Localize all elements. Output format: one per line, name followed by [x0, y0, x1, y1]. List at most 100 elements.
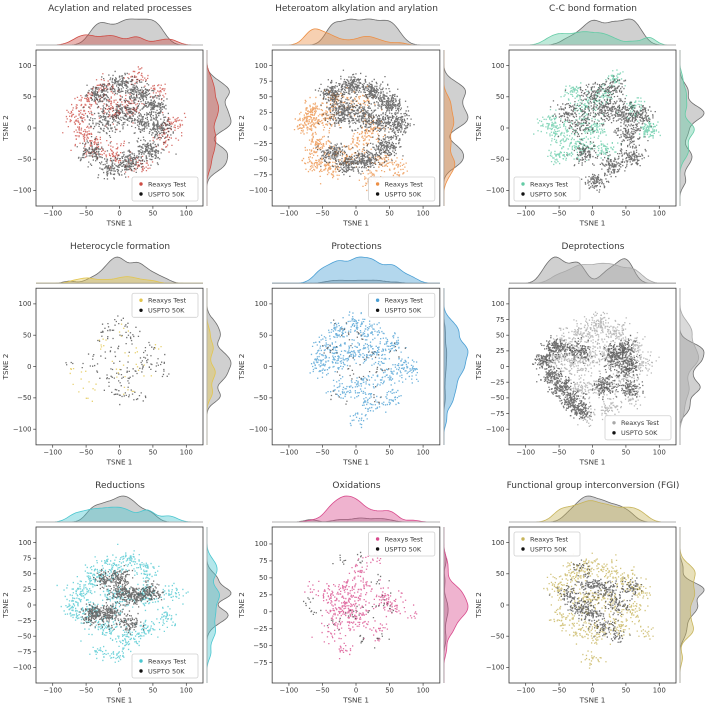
y-tick-label: −50 [17, 156, 31, 164]
x-tick-label: 50 [622, 210, 631, 218]
subplot-cell-deprotections: Deprotections −100 −50 0 50 100 −100 −75 −50 −25 0… [473, 238, 709, 477]
subplot-heteroatom-alkylation-and-arylation: Heteroatom alkylation and arylation−100−… [237, 4, 469, 227]
points-uspto-50k [532, 334, 644, 420]
x-tick-label: 50 [622, 448, 631, 456]
top-marginal-kde [509, 495, 676, 523]
x-tick-label: −100 [516, 210, 535, 218]
y-axis-label: TSNE 2 [474, 592, 483, 619]
y-axis-label: TSNE 2 [237, 592, 246, 619]
y-tick-label: −100 [249, 426, 268, 434]
right-marginal-kde [443, 527, 469, 683]
subplot-cell-acylation-and-related-processes: Acylation and related processes −100 −50 0 5… [0, 0, 236, 238]
y-tick-label: 50 [259, 332, 268, 340]
subplot-title: Oxidations [332, 481, 380, 491]
legend-box [131, 653, 199, 679]
subplot-title: Heterocycle formation [70, 242, 170, 252]
legend: Reaxys Test USPTO 50K [368, 176, 436, 202]
legend-label: USPTO 50K [148, 307, 185, 315]
legend: Reaxys Test USPTO 50K [513, 531, 581, 557]
x-tick-label: −100 [516, 687, 535, 695]
y-tick-label: 75 [259, 78, 268, 86]
legend-label: USPTO 50K [148, 190, 185, 198]
x-tick-label: −50 [552, 687, 566, 695]
subplot-cell-protections: Protections −100 −50 0 50 100 −100 −50 0 50 100 TSN… [236, 238, 473, 477]
x-tick-label: 0 [590, 448, 594, 456]
kde-reaxys [36, 506, 203, 523]
x-tick-label: 100 [180, 448, 193, 456]
x-tick-label: 100 [417, 687, 430, 695]
legend: Reaxys Test USPTO 50K [368, 292, 436, 318]
y-tick-label: −100 [13, 187, 32, 195]
legend-box [131, 176, 199, 202]
top-marginal-kde [272, 18, 440, 46]
y-tick-label: 100 [492, 62, 505, 70]
y-tick-label: −50 [490, 156, 504, 164]
y-tick-label: 75 [496, 316, 505, 324]
legend-marker-uspto-50k [139, 308, 143, 313]
legend-marker-reaxys-test [612, 421, 616, 425]
x-tick-label: 50 [385, 210, 394, 218]
y-tick-label: −50 [17, 633, 31, 641]
y-tick-label: 50 [496, 93, 505, 101]
y-tick-label: 100 [255, 540, 268, 548]
x-tick-label: 0 [117, 448, 121, 456]
legend-label: Reaxys Test [530, 180, 569, 188]
x-tick-label: 50 [385, 687, 394, 695]
legend-marker-reaxys-test [521, 537, 525, 541]
y-tick-label: 25 [259, 109, 268, 117]
y-tick-label: 0 [500, 124, 504, 132]
legend-label: Reaxys Test [385, 297, 424, 305]
points-reaxys-test [533, 69, 661, 166]
y-tick-label: −75 [490, 410, 504, 418]
axes-ticks: −100 −50 0 50 100 −100 −75 −50 −25 0 25 50 75 100 [486, 300, 666, 456]
subplot-cell-heterocycle-formation: Heterocycle formation −100 −50 0 50 100 −100 −5… [0, 238, 236, 477]
legend: Reaxys Test USPTO 50K [513, 176, 581, 202]
kde-uspto [206, 50, 232, 206]
y-tick-label: 0 [500, 601, 504, 609]
kde-reaxys [206, 527, 220, 683]
x-tick-label: −50 [79, 448, 93, 456]
x-tick-label: −100 [43, 210, 62, 218]
x-tick-label: −100 [280, 448, 299, 456]
subplot-title: Functional group interconversion (FGI) [507, 481, 680, 491]
y-tick-label: 0 [263, 608, 267, 616]
legend-label: Reaxys Test [530, 535, 569, 543]
x-axis-label: TSNE 1 [342, 696, 369, 705]
axes-ticks: −100 −50 0 50 100 −100 −75 −50 −25 0 25 50 75 100 [13, 539, 193, 695]
legend-marker-reaxys-test [139, 182, 143, 186]
y-tick-label: −100 [486, 664, 505, 672]
points-reaxys-test [543, 552, 654, 669]
right-marginal-kde [679, 527, 705, 683]
y-tick-label: −25 [253, 625, 267, 633]
top-marginal-kde [509, 18, 676, 46]
subplot-cell-heteroatom-alkylation-and-arylation: Heteroatom alkylation and arylation −100−… [236, 0, 473, 238]
legend-label: USPTO 50K [621, 429, 658, 437]
x-tick-label: 50 [149, 210, 158, 218]
kde-reaxys [509, 31, 676, 46]
axes-ticks: −100 −50 0 50 100 −100 −50 0 50 100 [486, 62, 666, 218]
axes-ticks: −100 −50 0 50 100 −100 −50 0 50 100 [13, 300, 193, 456]
subplot-functional-group-interconversion-fgi: Functional group interconversion (FGI) −1… [474, 481, 705, 705]
kde-uspto [36, 256, 203, 284]
y-tick-label: −50 [490, 633, 504, 641]
y-tick-label: 0 [27, 363, 31, 371]
x-tick-label: 0 [354, 687, 358, 695]
top-marginal-kde [36, 18, 203, 46]
scatter-layer [56, 543, 189, 663]
y-tick-label: 50 [259, 574, 268, 582]
legend: Reaxys Test USPTO 50K [131, 653, 199, 679]
scatter-layer [302, 550, 418, 660]
y-tick-label: 75 [23, 555, 32, 563]
top-marginal-kde [509, 256, 676, 284]
top-marginal-kde [36, 495, 203, 523]
legend-label: Reaxys Test [385, 535, 424, 543]
right-marginal-kde [679, 288, 705, 445]
legend-label: Reaxys Test [148, 657, 187, 665]
x-tick-label: 50 [385, 448, 394, 456]
y-tick-label: −50 [17, 394, 31, 402]
legend-label: Reaxys Test [621, 419, 660, 427]
y-tick-label: −100 [13, 425, 32, 433]
x-tick-label: 100 [417, 210, 430, 218]
legend-label: Reaxys Test [148, 297, 187, 305]
